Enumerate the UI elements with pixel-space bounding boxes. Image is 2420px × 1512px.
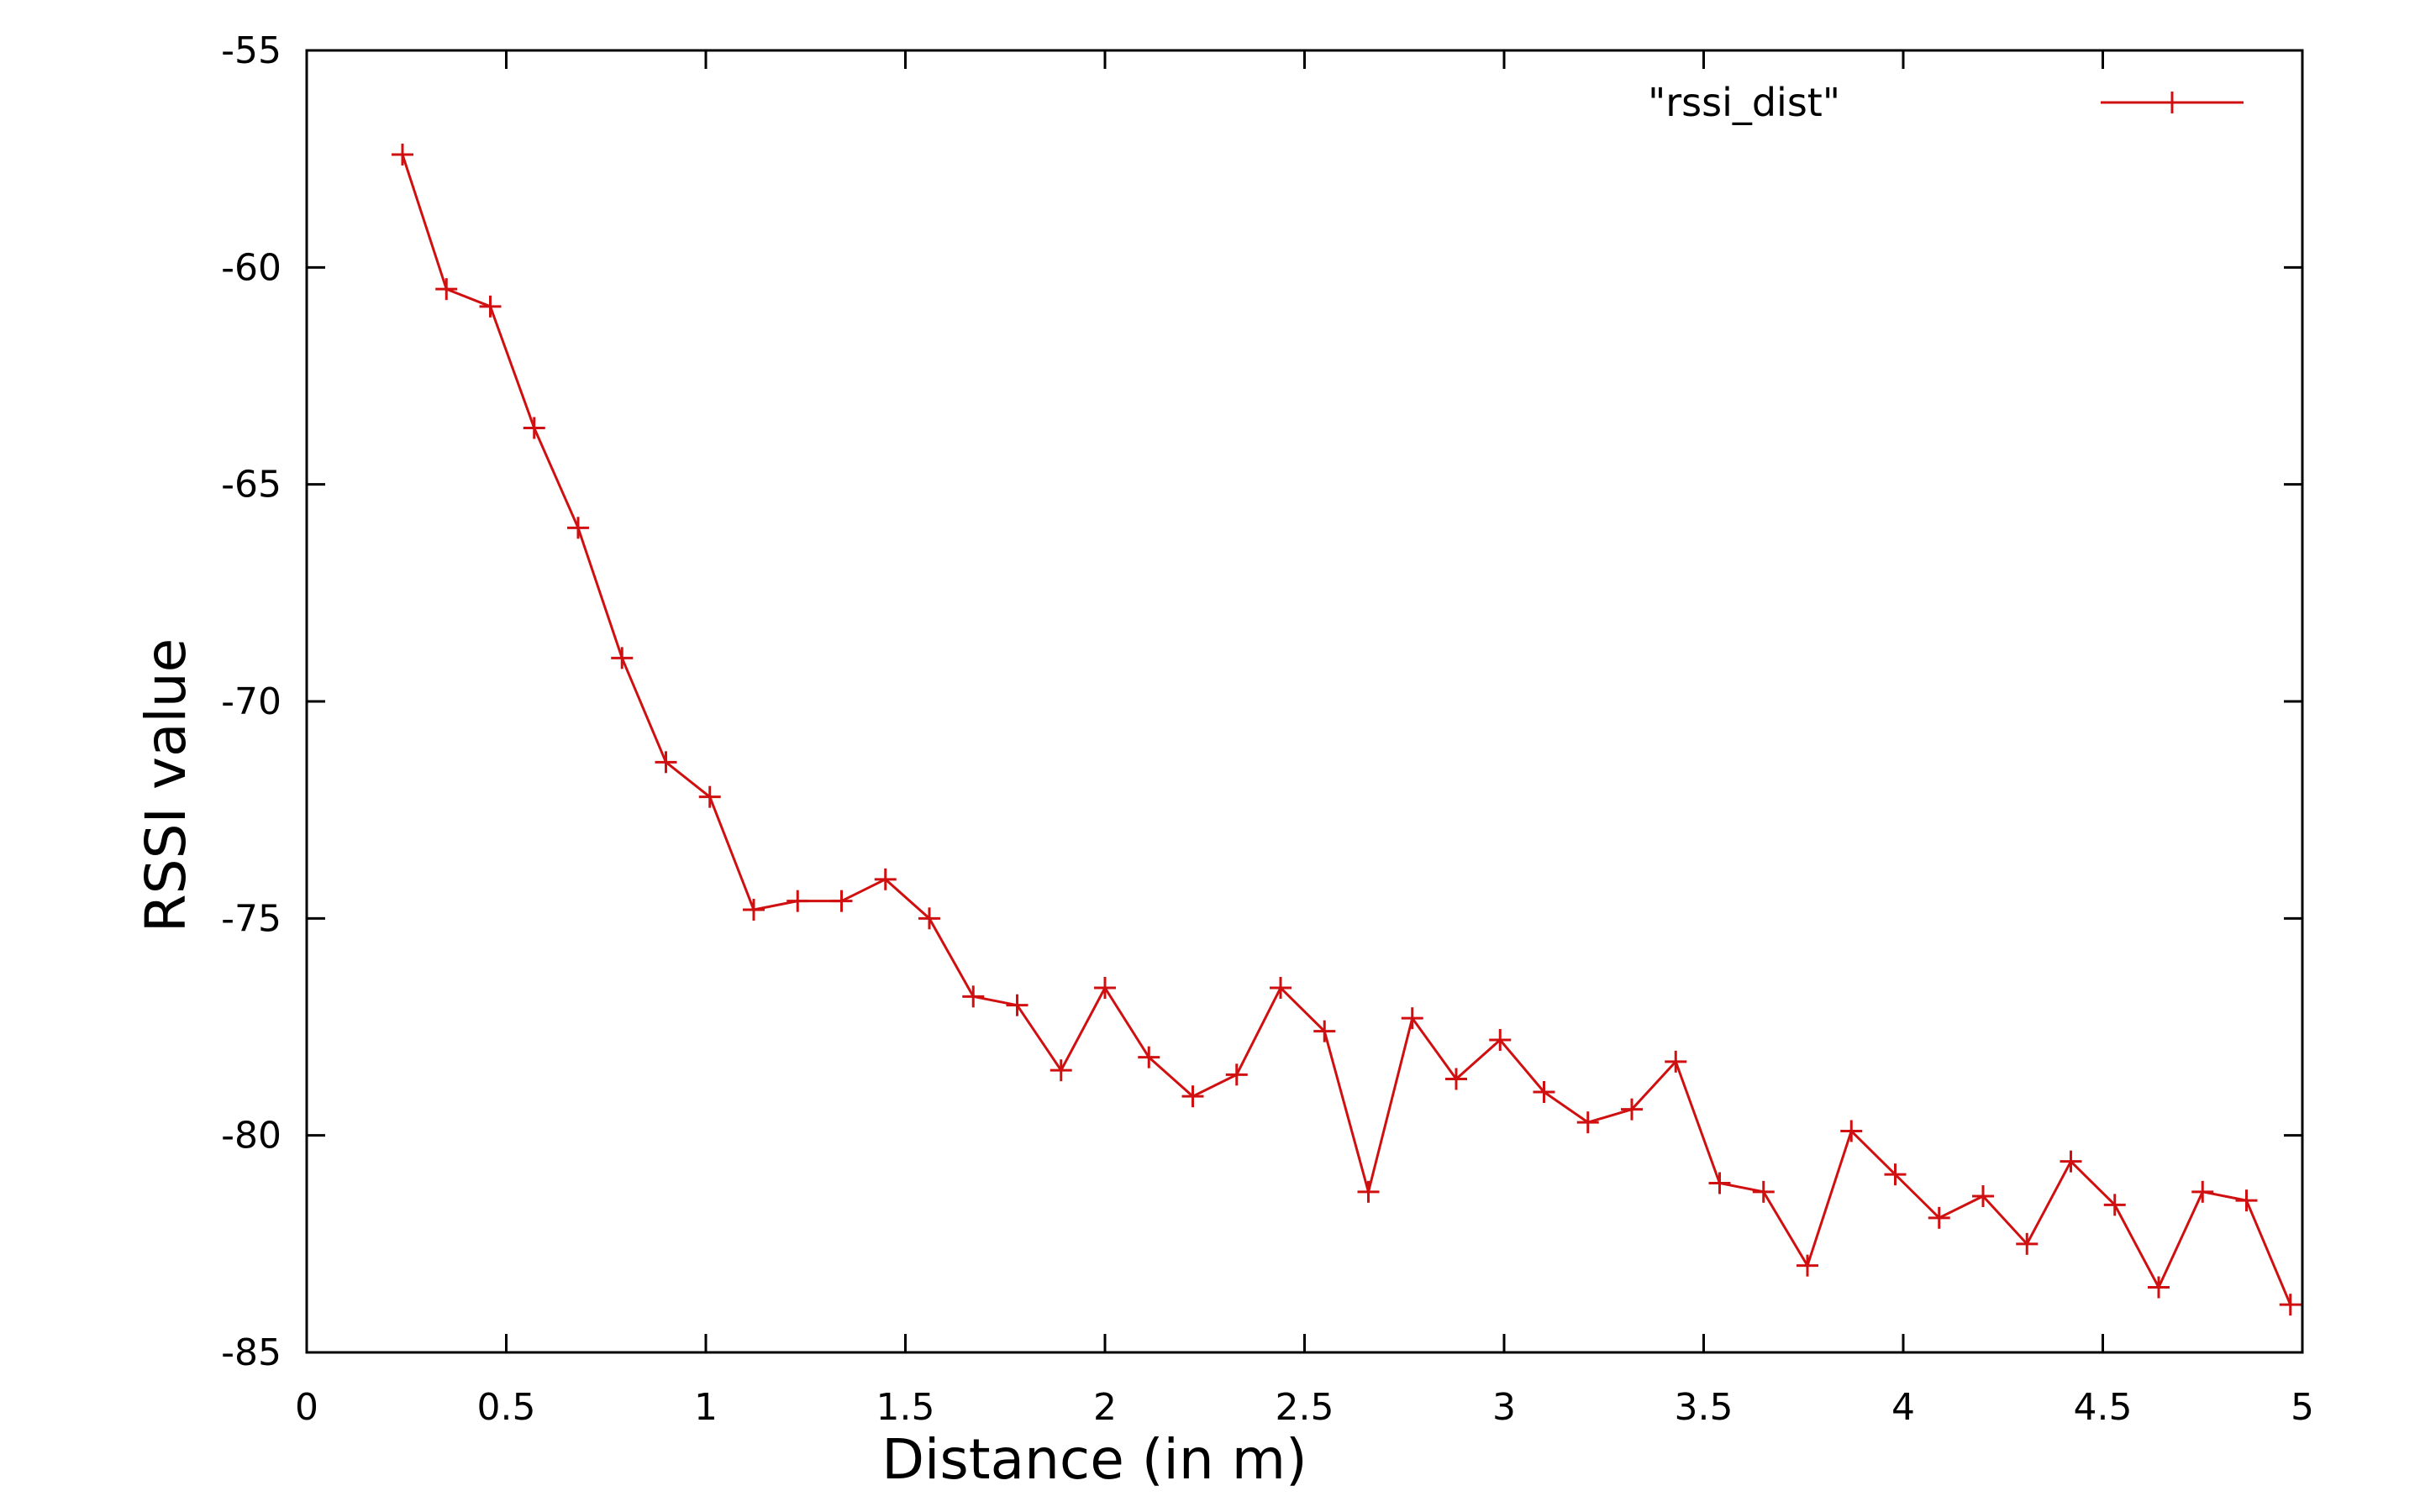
x-axis-title: Distance (in m) [881, 1427, 1307, 1492]
y-tick-label: -75 [221, 897, 281, 940]
data-point [1357, 1180, 1380, 1203]
data-point [1445, 1068, 1467, 1090]
data-point [1533, 1081, 1555, 1103]
tick-labels: 0 0.5 1 1.5 2 2.5 3 3.5 4 4.5 5 -55 -60 -65 -70 -75 -80 -… [221, 29, 2314, 1429]
data-point [1840, 1120, 1863, 1142]
data-point [392, 144, 413, 165]
x-tick-label: 3.5 [1675, 1386, 1733, 1429]
data-point [1181, 1085, 1204, 1108]
data-point [2279, 1294, 2302, 1316]
data-point [479, 295, 502, 318]
series-layer [392, 144, 2302, 1316]
x-tick-label: 2.5 [1276, 1386, 1334, 1429]
series-line-0 [401, 154, 2292, 1305]
y-tick-label: -85 [221, 1331, 281, 1374]
legend-label: "rssi_dist" [1648, 80, 1840, 125]
y-tick-label: -60 [221, 246, 281, 289]
data-point [611, 647, 634, 669]
axis-ticks [305, 49, 2304, 1354]
data-point [1752, 1180, 1775, 1203]
data-point [1094, 977, 1116, 999]
x-tick-label: 1 [694, 1386, 718, 1429]
data-point [1006, 994, 1028, 1016]
y-tick-label: -80 [221, 1115, 281, 1158]
data-point [918, 907, 940, 930]
x-tick-label: 5 [2291, 1386, 2314, 1429]
data-point [523, 417, 545, 439]
data-point [2060, 1150, 2082, 1173]
data-point [743, 899, 765, 921]
data-point [435, 278, 458, 301]
data-point [2235, 1189, 2258, 1212]
data-point [786, 890, 809, 912]
data-point [567, 517, 589, 539]
data-point [2103, 1194, 2126, 1216]
data-point [1138, 1046, 1160, 1068]
plot-frame [305, 49, 2304, 1354]
y-tick-label: -65 [221, 464, 281, 507]
data-point [1928, 1206, 1950, 1229]
x-tick-label: 4.5 [2074, 1386, 2133, 1429]
data-point [1665, 1050, 1687, 1073]
x-tick-label: 1.5 [876, 1386, 935, 1429]
y-axis-title: RSSI value [134, 638, 198, 932]
data-point [2191, 1180, 2214, 1203]
data-point [655, 751, 677, 774]
legend: "rssi_dist" [1648, 80, 2244, 125]
data-point [2016, 1232, 2039, 1255]
data-point [874, 868, 897, 890]
data-point [830, 890, 853, 912]
data-point [1972, 1185, 1994, 1207]
data-point [1050, 1059, 1072, 1082]
x-tick-label: 2 [1093, 1386, 1117, 1429]
data-point [962, 985, 985, 1008]
x-tick-label: 0.5 [477, 1386, 536, 1429]
x-tick-label: 0 [295, 1386, 318, 1429]
data-point [1225, 1063, 1248, 1086]
data-point [1313, 1020, 1336, 1042]
y-tick-label: -55 [221, 29, 281, 72]
data-point [698, 785, 721, 808]
data-point [1401, 1007, 1423, 1030]
x-tick-label: 4 [1891, 1386, 1915, 1429]
data-point [1621, 1098, 1643, 1121]
data-point [1708, 1172, 1731, 1194]
data-point [2148, 1276, 2170, 1299]
data-point [1884, 1163, 1907, 1186]
data-point [1270, 977, 1292, 999]
data-point [1489, 1029, 1512, 1051]
x-tick-label: 3 [1492, 1386, 1516, 1429]
y-tick-label: -70 [221, 680, 281, 723]
data-point [1576, 1111, 1599, 1134]
data-point [1797, 1254, 1818, 1277]
